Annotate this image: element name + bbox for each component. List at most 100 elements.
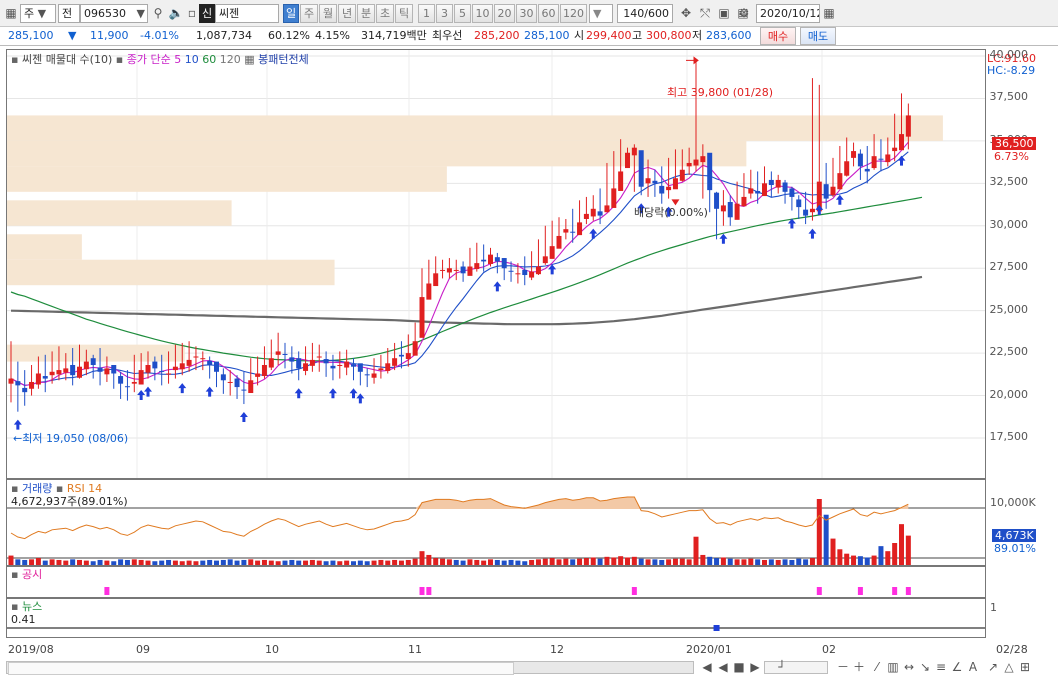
- disclosure-menu-icon[interactable]: ▪: [11, 568, 19, 581]
- zoom-in-icon[interactable]: ＋: [852, 660, 865, 674]
- angle-icon[interactable]: ∠: [951, 660, 963, 674]
- interval-20[interactable]: 20: [494, 4, 515, 23]
- candle-body: [851, 151, 857, 158]
- candle-body: [241, 389, 247, 391]
- candle-body: [453, 269, 459, 271]
- play-icon[interactable]: ▶: [750, 660, 760, 674]
- candle-body: [255, 373, 261, 377]
- interval-10[interactable]: 10: [472, 4, 493, 23]
- legend-candle-pattern[interactable]: 봉패턴전체: [258, 53, 309, 66]
- buy-button[interactable]: 매수: [760, 27, 796, 45]
- volume-bar: [193, 561, 199, 565]
- volume-bar: [488, 559, 493, 565]
- candle-body: [741, 196, 747, 207]
- tab-daily[interactable]: 일: [283, 4, 299, 23]
- legend-menu-icon[interactable]: ▪: [11, 53, 19, 66]
- news-menu-icon[interactable]: ▪: [11, 600, 19, 613]
- legend-settings-icon[interactable]: ▪: [115, 53, 124, 66]
- legend-ma10[interactable]: 10: [184, 53, 199, 66]
- buy-signal-arrow: [13, 419, 22, 430]
- interval-5[interactable]: 5: [454, 4, 471, 23]
- tab-second[interactable]: 초: [376, 4, 394, 23]
- print-icon[interactable]: ▤: [737, 6, 749, 20]
- fibonacci-icon[interactable]: ≡: [935, 660, 947, 674]
- compare-chart-icon[interactable]: ⤲: [700, 6, 710, 20]
- disclosure-legend: ▪ 공시: [11, 568, 42, 581]
- trendline-icon[interactable]: ↘: [919, 660, 931, 674]
- legend-ma60[interactable]: 60: [202, 53, 217, 66]
- more-tools-icon[interactable]: ⊞: [1019, 660, 1031, 674]
- lock-icon[interactable]: ▫: [187, 6, 197, 20]
- candle-body: [166, 373, 172, 375]
- disclosure-title[interactable]: 공시: [21, 568, 43, 581]
- interval-custom-select[interactable]: ▼: [589, 4, 613, 23]
- news-pane[interactable]: ▪ 뉴스 0.41: [6, 598, 986, 638]
- candle-body: [83, 361, 89, 370]
- buy-signal-arrow: [144, 386, 152, 397]
- volume-bar: [775, 559, 781, 565]
- chart-line-icon[interactable]: ⁄: [875, 660, 878, 674]
- speaker-icon[interactable]: 🔈: [168, 6, 184, 20]
- volume-bar: [214, 560, 219, 565]
- scope-select[interactable]: 전: [58, 4, 80, 23]
- legend-ma-prefix[interactable]: 종가 단순 5: [126, 53, 182, 66]
- count-input[interactable]: 140/600: [617, 4, 673, 23]
- interval-1[interactable]: 1: [418, 4, 435, 23]
- tab-monthly[interactable]: 월: [319, 4, 337, 23]
- legend-ma120[interactable]: 120: [219, 53, 241, 66]
- price-chart: [7, 50, 985, 478]
- arrow-tool-icon[interactable]: ↗: [987, 660, 999, 674]
- crosshair-icon[interactable]: ✥: [680, 6, 692, 20]
- zoom-slider[interactable]: [764, 661, 828, 674]
- search-icon[interactable]: ⚲: [153, 6, 163, 20]
- volume-pane[interactable]: ▪ 거래량 ▪ RSI 14 4,672,937주(89.01%): [6, 479, 986, 566]
- tab-yearly[interactable]: 년: [338, 4, 356, 23]
- candle-body: [645, 178, 651, 184]
- market-select[interactable]: 주 ▼: [20, 4, 56, 23]
- tab-minute[interactable]: 분: [357, 4, 375, 23]
- legend-volume-profile[interactable]: 씨젠 매물대 수(10): [21, 53, 113, 66]
- volume-bar: [330, 560, 336, 565]
- volume-bar: [549, 558, 555, 565]
- sell-button[interactable]: 매도: [800, 27, 836, 45]
- scrollbar-thumb[interactable]: [8, 662, 514, 675]
- low-annotation-text: 최저 19,050 (08/06): [22, 432, 129, 445]
- legend-volume[interactable]: 거래량: [21, 482, 53, 495]
- grid-menu-icon[interactable]: ▦: [5, 6, 17, 20]
- text-tool-icon[interactable]: A: [968, 660, 978, 674]
- last-price-tag: 36,500: [992, 137, 1036, 150]
- candle-body: [659, 185, 665, 194]
- interval-120[interactable]: 120: [560, 4, 587, 23]
- volume-bar: [625, 557, 630, 565]
- code-input[interactable]: 096530 ▼: [80, 4, 148, 23]
- save-icon[interactable]: ▣: [718, 6, 730, 20]
- chart-type-icon[interactable]: ▥: [887, 660, 899, 674]
- calendar-icon[interactable]: ▦: [823, 6, 835, 20]
- buy-signal-arrow: [815, 204, 824, 215]
- price-tick-label: 22,500: [989, 345, 1029, 359]
- rsi-menu-icon[interactable]: ▪: [55, 482, 64, 495]
- news-title[interactable]: 뉴스: [21, 600, 43, 613]
- volume-bar: [145, 560, 151, 565]
- zoom-handle-icon[interactable]: ┘: [778, 660, 786, 674]
- interval-60[interactable]: 60: [538, 4, 559, 23]
- disclosure-pane[interactable]: ▪ 공시: [6, 566, 986, 598]
- date-input[interactable]: 2020/10/12: [756, 4, 820, 23]
- volume-menu-icon[interactable]: ▪: [11, 482, 19, 495]
- stop-icon[interactable]: ■: [733, 660, 745, 674]
- zoom-out-icon[interactable]: －: [836, 660, 849, 674]
- interval-3[interactable]: 3: [436, 4, 453, 23]
- legend-rsi[interactable]: RSI 14: [66, 482, 103, 495]
- interval-30[interactable]: 30: [516, 4, 537, 23]
- legend-pattern-icon[interactable]: ▦: [244, 53, 255, 66]
- price-pane[interactable]: ▪ 씨젠 매물대 수(10) ▪ 종가 단순 5 10 60 120 ▦ 봉패턴…: [6, 49, 986, 479]
- last-volume-tag: 4,673K: [992, 529, 1036, 542]
- gear-icon[interactable]: ⚙: [738, 6, 750, 20]
- tab-weekly[interactable]: 주: [300, 4, 318, 23]
- volume-bar: [131, 559, 137, 565]
- ruler-icon[interactable]: ↔: [903, 660, 915, 674]
- rewind-icon[interactable]: ◀: [702, 660, 712, 674]
- play-back-icon[interactable]: ◀: [718, 660, 728, 674]
- shape-tool-icon[interactable]: △: [1004, 660, 1014, 674]
- tab-tick[interactable]: 틱: [395, 4, 413, 23]
